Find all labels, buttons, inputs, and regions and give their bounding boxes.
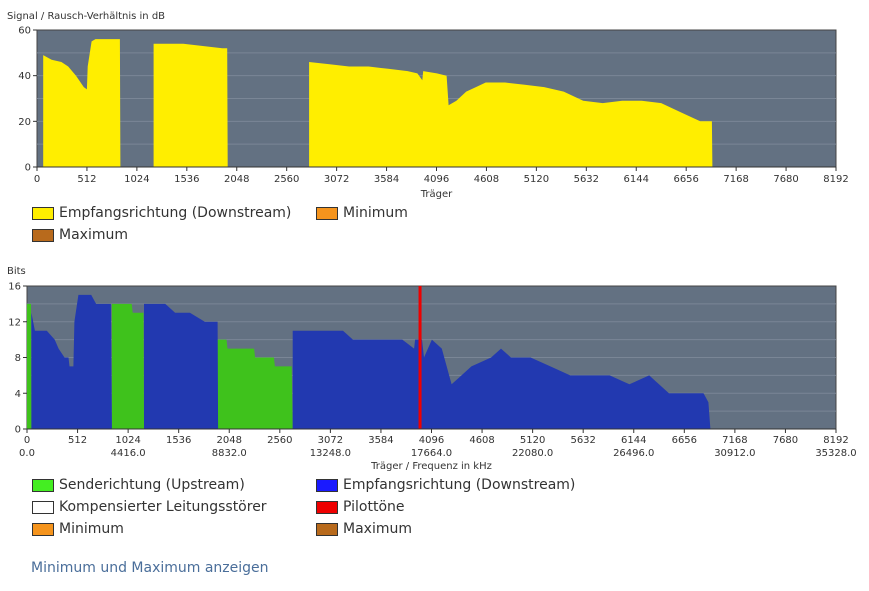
x-tick-label: 6144: [624, 174, 649, 185]
x-tick-label: 4096: [424, 174, 449, 185]
x-tick-label: 8192: [823, 435, 848, 446]
x-tick-label: 2048: [224, 174, 249, 185]
legend-label: Pilottöne: [343, 499, 405, 515]
x-tick-label: 5120: [524, 174, 549, 185]
x-tick-label: 3584: [368, 435, 393, 446]
x-tick-label: 5120: [520, 435, 545, 446]
x-tick-label-khz: 4416.0: [111, 448, 146, 459]
x-tick-label: 1536: [166, 435, 191, 446]
y-tick-label: 40: [18, 71, 31, 82]
series-area-empfangsrichtung: [153, 43, 228, 168]
legend-label: Minimum: [59, 521, 124, 537]
series-area-empfangsrichtung: [144, 303, 219, 429]
legend-item-downstream-bits: Empfangsrichtung (Downstream): [316, 477, 575, 493]
series-area-empfangsrichtung: [43, 39, 121, 167]
x-tick-label-khz: 30912.0: [714, 448, 755, 459]
legend-swatch-minimum-bits: [32, 522, 54, 536]
y-tick-label: 0: [25, 163, 31, 174]
series-area-empfangsrichtung: [31, 294, 112, 429]
y-tick-label: 4: [15, 389, 21, 400]
x-axis-title: Träger: [420, 189, 453, 200]
legend-swatch-downstream-bits: [316, 478, 338, 492]
x-tick-label: 6656: [672, 435, 697, 446]
x-tick-label: 0: [34, 174, 40, 185]
y-tick-label: 16: [8, 282, 21, 293]
legend-swatch-maximum-bits: [316, 522, 338, 536]
legend-item-minimum-bits: Minimum: [32, 521, 124, 537]
legend-label: Empfangsrichtung (Downstream): [343, 477, 576, 493]
x-tick-label: 7680: [773, 435, 798, 446]
x-tick-label-khz: 13248.0: [310, 448, 351, 459]
x-tick-label-khz: 35328.0: [815, 448, 856, 459]
series-area-empfangsrichtung: [309, 62, 713, 167]
legend-item-pilot: Pilottöne: [316, 499, 405, 515]
x-tick-label: 4608: [474, 174, 499, 185]
y-tick-label: 20: [18, 117, 31, 128]
x-tick-label: 5632: [574, 174, 599, 185]
legend-item-minimum: Minimum: [316, 205, 408, 221]
y-axis-title: Signal / Rausch-Verhältnis in dB: [7, 11, 165, 22]
legend-swatch-pilot: [316, 500, 338, 514]
x-tick-label: 6656: [673, 174, 698, 185]
x-tick-label: 2048: [217, 435, 242, 446]
legend-label: Empfangsrichtung (Downstream): [59, 205, 292, 221]
legend-item-maximum: Maximum: [32, 227, 128, 243]
series-area-empfangsrichtung: [292, 330, 711, 429]
legend-label: Minimum: [343, 205, 408, 221]
x-tick-label: 8192: [823, 174, 848, 185]
x-tick-label: 6144: [621, 435, 646, 446]
legend-label: Senderichtung (Upstream): [59, 477, 245, 493]
x-tick-label: 2560: [274, 174, 299, 185]
x-tick-label: 7680: [773, 174, 798, 185]
x-tick-label: 2560: [267, 435, 292, 446]
legend-label: Kompensierter Leitungsstörer: [59, 499, 267, 515]
y-tick-label: 60: [18, 26, 31, 37]
legend-item-compensated: Kompensierter Leitungsstörer: [32, 499, 267, 515]
x-tick-label-khz: 8832.0: [212, 448, 247, 459]
x-tick-label: 7168: [723, 174, 748, 185]
legend-swatch-upstream: [32, 478, 54, 492]
x-tick-label: 3072: [324, 174, 349, 185]
toggle-min-max-link[interactable]: Minimum und Maximum anzeigen: [31, 560, 269, 576]
x-tick-label-khz: 22080.0: [512, 448, 553, 459]
pilot-tone-marker: [418, 286, 422, 429]
legend-item-maximum-bits: Maximum: [316, 521, 412, 537]
x-tick-label: 1024: [124, 174, 149, 185]
x-tick-label: 512: [68, 435, 87, 446]
series-area-senderichtung: [27, 303, 32, 429]
x-tick-label-khz: 17664.0: [411, 448, 452, 459]
legend-label: Maximum: [59, 227, 128, 243]
series-area-senderichtung: [217, 339, 293, 429]
x-tick-label: 5632: [570, 435, 595, 446]
y-axis-title: Bits: [7, 266, 26, 277]
series-area-senderichtung: [111, 303, 144, 429]
legend-swatch-minimum: [316, 206, 338, 220]
legend-swatch-maximum: [32, 228, 54, 242]
x-tick-label: 1024: [115, 435, 140, 446]
x-tick-label: 4096: [419, 435, 444, 446]
x-tick-label: 7168: [722, 435, 747, 446]
legend-label: Maximum: [343, 521, 412, 537]
y-tick-label: 12: [8, 317, 21, 328]
x-tick-label: 3584: [374, 174, 399, 185]
y-tick-label: 8: [15, 353, 21, 364]
x-tick-label: 512: [77, 174, 96, 185]
x-tick-label-khz: 0.0: [19, 448, 35, 459]
legend-item-upstream: Senderichtung (Upstream): [32, 477, 245, 493]
x-tick-label: 1536: [174, 174, 199, 185]
x-tick-label-khz: 26496.0: [613, 448, 654, 459]
legend-item-downstream: Empfangsrichtung (Downstream): [32, 205, 291, 221]
x-axis-title: Träger / Frequenz in kHz: [370, 461, 492, 472]
x-tick-label: 3072: [318, 435, 343, 446]
x-tick-label: 4608: [469, 435, 494, 446]
legend-swatch-downstream: [32, 206, 54, 220]
y-tick-label: 0: [15, 425, 21, 436]
x-tick-label: 0: [24, 435, 30, 446]
legend-swatch-compensated: [32, 500, 54, 514]
